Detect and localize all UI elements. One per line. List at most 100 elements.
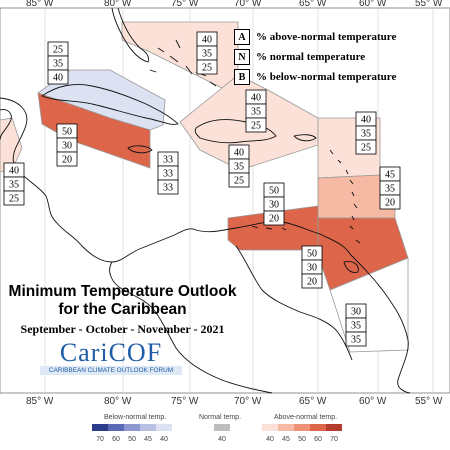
forecast-cell: [196, 59, 218, 75]
forecast-value: 40: [251, 93, 261, 104]
lon-label: 65° W: [299, 396, 327, 407]
forecast-value: 25: [361, 143, 371, 154]
coast-florida: [111, 7, 149, 63]
forecast-box: 33 33 33: [157, 151, 179, 195]
lon-label: 55° W: [415, 396, 443, 407]
forecast-value: 40: [234, 148, 244, 159]
colorbar-tick: 50: [298, 436, 306, 443]
colorbar-below-label: Below-normal temp.: [104, 414, 166, 421]
forecast-value: 25: [9, 194, 19, 205]
forecast-value: 20: [62, 155, 72, 166]
region-abc: [227, 205, 319, 251]
forecast-value: 25: [234, 176, 244, 187]
forecast-value: 25: [202, 63, 212, 74]
longitude-labels: 85° W 80° W 75° W 70° W 65° W 60° W 55° …: [26, 0, 443, 407]
coast-cuba: [41, 84, 179, 125]
key-row-above: A % above-normal temperature: [234, 27, 410, 47]
forecast-value: 30: [269, 200, 279, 211]
colorbar-normal-label: Normal temp.: [199, 414, 241, 421]
colorbar-swatch: [108, 424, 124, 431]
region-cayman-jamaica: [37, 92, 151, 169]
forecast-cell: [47, 69, 69, 85]
colorbar-swatch: [92, 424, 108, 431]
colorbar-tick: 60: [314, 436, 322, 443]
forecast-value: 33: [163, 183, 173, 194]
coast-panama: [109, 261, 273, 394]
key-text: % above-normal temperature: [256, 31, 397, 43]
border-venezuela: [235, 245, 353, 361]
forecast-value: 30: [62, 141, 72, 152]
lon-label: 60° W: [359, 396, 387, 407]
lon-label: 55° W: [415, 0, 443, 9]
probability-key: A % above-normal temperature N % normal …: [234, 27, 410, 87]
colorbar-tick: 70: [330, 436, 338, 443]
colorbar-tick: 40: [218, 436, 226, 443]
coast-yucatan: [0, 109, 12, 141]
colorbar-swatch: [294, 424, 310, 431]
forecast-value: 30: [351, 307, 361, 318]
lon-label: 75° W: [171, 396, 199, 407]
logo-subtitle: CARIBBEAN CLIMATE OUTLOOK FORUM: [40, 366, 182, 375]
coast-puerto-rico: [293, 134, 317, 142]
colorbar-tick: 45: [144, 436, 152, 443]
forecast-value: 20: [307, 277, 317, 288]
forecast-value: 20: [385, 198, 395, 209]
forecast-value: 35: [351, 335, 361, 346]
key-row-normal: N % normal temperature: [234, 47, 410, 67]
key-letter-box: N: [234, 49, 250, 65]
colorbar-tick: 40: [266, 436, 274, 443]
map-period: September - October - November - 2021: [20, 322, 225, 336]
colorbar-normal: 40: [214, 424, 230, 443]
forecast-cell: [228, 172, 250, 188]
colorbar-above: 40 45 50 60 70: [262, 424, 342, 443]
forecast-value: 35: [351, 321, 361, 332]
coast-trinidad: [343, 261, 359, 273]
key-letter-box: B: [234, 69, 250, 85]
colorbar-tick: 50: [128, 436, 136, 443]
forecast-box: 40 35 25: [355, 111, 377, 155]
colorbar: Below-normal temp. Normal temp. Above-no…: [92, 414, 342, 443]
forecast-value: 25: [53, 45, 63, 56]
lon-label: 80° W: [104, 0, 132, 9]
lon-label: 65° W: [299, 0, 327, 9]
forecast-box: 40 35 25: [196, 31, 218, 75]
graticule: [44, 8, 434, 393]
colorbar-swatch: [124, 424, 140, 431]
coast-abc: [251, 225, 287, 231]
map-title: Minimum Temperature Outlook: [8, 283, 237, 300]
forecast-value: 35: [53, 59, 63, 70]
forecast-value: 35: [234, 162, 244, 173]
forecast-value: 40: [53, 73, 63, 84]
forecast-value: 40: [361, 115, 371, 126]
colorbar-swatch: [140, 424, 156, 431]
colorbar-swatch: [310, 424, 326, 431]
caricof-logo: CariCOF CARIBBEAN CLIMATE OUTLOOK FORUM: [40, 340, 182, 375]
forecast-value: 45: [385, 170, 395, 181]
forecast-cell: [3, 190, 25, 206]
forecast-value: 40: [9, 166, 19, 177]
lon-label: 80° W: [104, 396, 132, 407]
colorbar-swatch: [262, 424, 278, 431]
forecast-value: 25: [251, 121, 261, 132]
forecast-value: 50: [269, 186, 279, 197]
forecast-box: 40 35 25: [228, 144, 250, 188]
forecast-cell: [301, 273, 323, 289]
forecast-box: 40 35 25: [245, 89, 267, 133]
forecast-value: 35: [361, 129, 371, 140]
forecast-value: 35: [385, 184, 395, 195]
coast-jamaica: [127, 145, 153, 154]
colorbar-above-label: Above-normal temp.: [274, 414, 337, 421]
forecast-box: 50 30 20: [301, 245, 323, 289]
forecast-cell: [379, 194, 401, 210]
coast-lesser-antilles: [329, 149, 361, 244]
map-title-block: Minimum Temperature Outlook for the Cari…: [0, 283, 245, 337]
lon-label: 70° W: [234, 396, 262, 407]
coast-central-america: [0, 97, 411, 394]
logo-name: CariCOF: [59, 338, 163, 367]
key-text: % below-normal temperature: [256, 71, 397, 83]
forecast-cell: [157, 179, 179, 195]
forecast-value: 35: [202, 49, 212, 60]
forecast-box: 50 30 20: [263, 182, 285, 226]
forecast-box: 45 35 20: [379, 166, 401, 210]
